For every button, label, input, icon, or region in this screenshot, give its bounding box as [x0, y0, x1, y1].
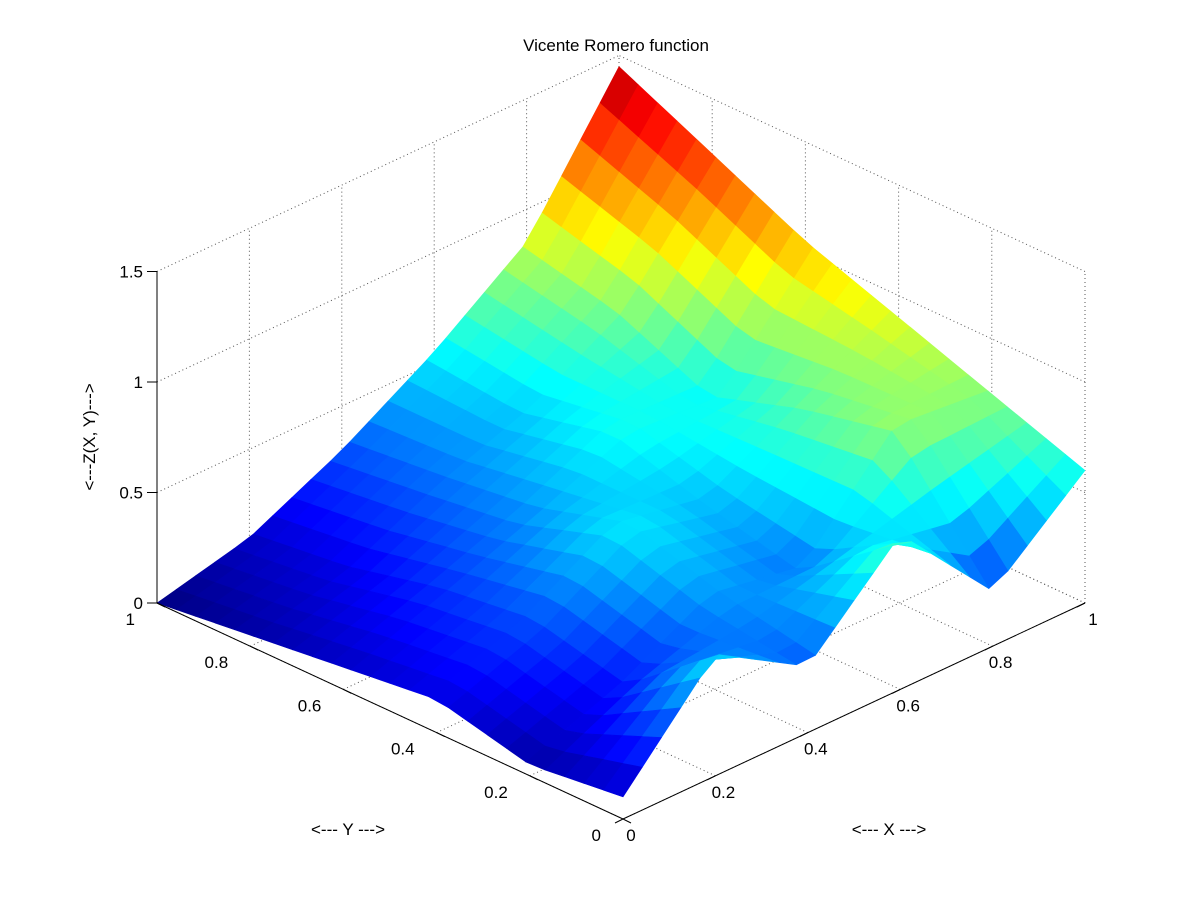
x-axis-line — [622, 602, 1086, 820]
x-tick-label: 0.6 — [896, 696, 920, 715]
x-tick — [984, 645, 993, 651]
y-tick — [156, 602, 166, 608]
wall-grid-horizontal — [618, 55, 1086, 272]
y-tick-label: 0.8 — [205, 653, 229, 672]
z-tick-label: 1 — [134, 373, 143, 392]
y-tick — [343, 688, 352, 694]
x-tick-label: 0.8 — [989, 653, 1013, 672]
y-tick-label: 1 — [126, 610, 135, 629]
x-tick-label: 0.2 — [712, 783, 736, 802]
z-tick-label: 1.5 — [119, 263, 143, 282]
y-tick — [249, 645, 259, 651]
wall-grid-horizontal — [156, 55, 620, 272]
y-tick-label: 0 — [592, 826, 601, 845]
z-axis-label: <---Z(X, Y)---> — [80, 383, 99, 490]
x-tick-label: 0 — [626, 826, 635, 845]
y-tick — [529, 775, 539, 781]
y-axis-line — [156, 602, 624, 820]
x-tick-label: 1 — [1088, 610, 1097, 629]
y-tick-label: 0.4 — [391, 740, 415, 759]
wall-grid-horizontal — [156, 165, 620, 383]
x-tick — [614, 818, 624, 824]
chart-title: Vicente Romero function — [523, 36, 709, 55]
y-tick-label: 0.6 — [298, 696, 322, 715]
axes — [156, 271, 1086, 820]
z-tick-label: 0 — [134, 594, 143, 613]
x-axis-label: <--- X ---> — [852, 820, 927, 839]
surface-mesh — [156, 66, 1086, 798]
y-tick — [622, 818, 632, 824]
surface-patch — [603, 763, 643, 798]
y-tick — [436, 732, 445, 738]
y-axis-label: <--- Y ---> — [311, 820, 385, 839]
y-tick-label: 0.2 — [484, 783, 508, 802]
z-tick-label: 0.5 — [119, 484, 143, 503]
x-tick — [891, 688, 901, 694]
x-tick — [1076, 602, 1086, 608]
x-tick-label: 0.4 — [804, 740, 828, 759]
x-tick — [799, 732, 809, 738]
x-tick — [707, 775, 716, 781]
